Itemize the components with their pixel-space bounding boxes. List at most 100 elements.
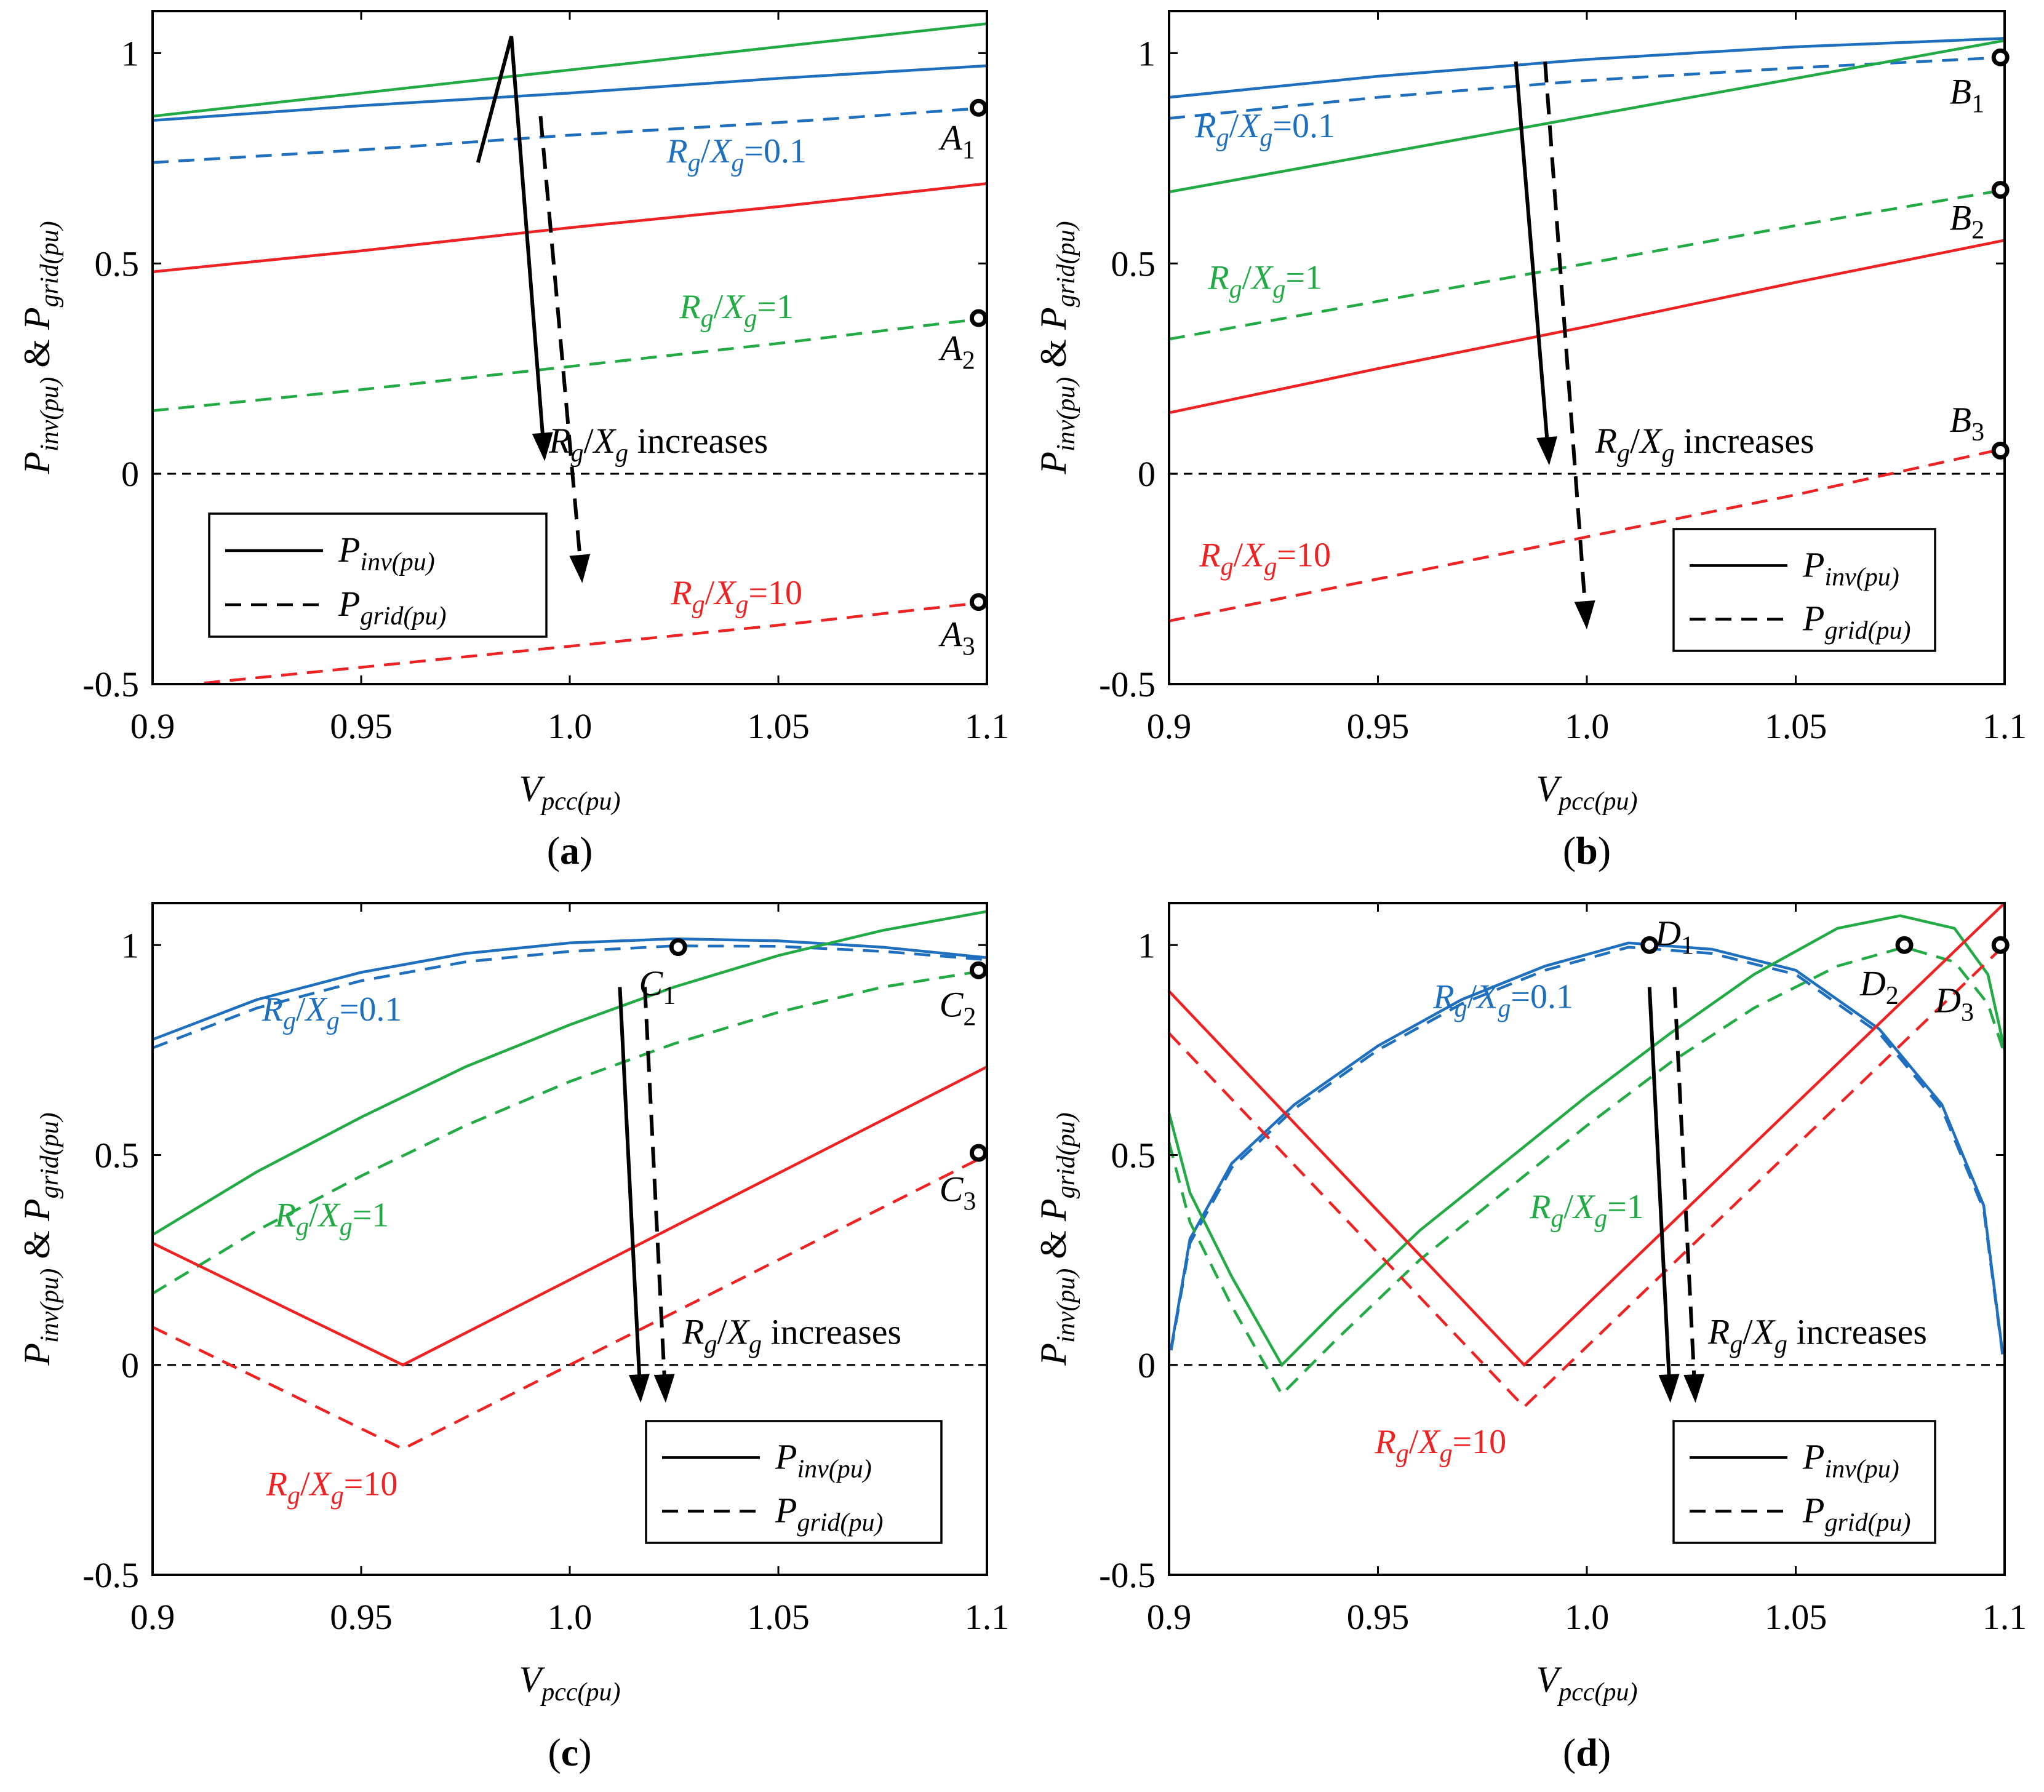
curve-label-red: Rg/Xg=10 — [1199, 536, 1331, 581]
x-label-v: V — [1536, 768, 1563, 809]
y-axis-label: Pinv(pu) & Pgrid(pu) — [1033, 221, 1080, 474]
y-axis-label: Pinv(pu) & Pgrid(pu) — [17, 221, 64, 474]
increase-annotation: Rg/Xg increases — [1707, 1312, 1927, 1359]
series-line-green-solid — [153, 22, 987, 118]
y-tick-label: 1 — [121, 33, 139, 73]
curve-label-r: R — [1375, 1423, 1396, 1461]
point-sub: 3 — [1961, 998, 1974, 1027]
curve-label-value: =10 — [748, 574, 802, 612]
legend-solid-label: Pinv(pu) — [1802, 1436, 1899, 1483]
x-tick-label: 0.95 — [330, 706, 393, 746]
legend-dashed-name: P — [1802, 1491, 1824, 1531]
arrow-shaft-dashed — [1672, 987, 1696, 1379]
arrow-shaft-solid — [1514, 61, 1549, 441]
legend-solid-sub: inv(pu) — [797, 1455, 871, 1483]
point-letter: C — [940, 984, 964, 1024]
x-tick-label: 0.9 — [1147, 1597, 1192, 1637]
x-label-sub: pcc(pu) — [1557, 787, 1637, 816]
series-line-red-solid — [153, 182, 987, 274]
legend-solid-sub: inv(pu) — [360, 548, 434, 576]
operating-point-marker — [1895, 936, 1914, 954]
y-tick-label: 0 — [1138, 1345, 1156, 1385]
y-label-p: P — [17, 452, 57, 475]
curve-label-x: X — [1572, 1188, 1596, 1226]
curve-label-x-sub: g — [744, 305, 757, 333]
point-sub: 3 — [1971, 418, 1984, 447]
caption-letter: c — [561, 1730, 578, 1774]
panel-caption: (b) — [1563, 829, 1611, 872]
arrow-shaft-solid — [618, 987, 642, 1379]
operating-point-marker — [1991, 181, 2010, 199]
curve-label-r-sub: g — [692, 591, 705, 619]
x-tick-label: 0.95 — [330, 1597, 393, 1637]
arrow-head-solid — [629, 1374, 650, 1403]
series-line-blue-solid — [1169, 37, 2005, 99]
point-sub: 2 — [963, 1003, 976, 1031]
legend-dashed-sub: grid(pu) — [1824, 1509, 1910, 1537]
y-tick-label: -0.5 — [82, 664, 139, 704]
curve-label-red: Rg/Xg=10 — [1375, 1423, 1507, 1468]
point-letter: A — [938, 118, 962, 158]
caption-close: ) — [578, 1730, 591, 1774]
x-tick-label: 1.05 — [747, 706, 810, 746]
panel-d: 0.9 0.95 1.0 1.05 1.1 -0.5 0 0.5 1 Pinv(pu) & Pgr… — [1033, 902, 2027, 1774]
legend-dashed-sub: grid(pu) — [797, 1509, 883, 1537]
plot-area — [153, 910, 987, 1451]
operating-point-marker — [969, 593, 988, 611]
curve-label-slash: / — [1234, 536, 1244, 575]
y-label-sub-inv: inv(pu) — [1052, 1268, 1080, 1343]
legend-solid-name: P — [775, 1436, 797, 1476]
curve-label-slash: / — [1467, 978, 1477, 1016]
increase-annotation: Rg/Xg increases — [682, 1312, 901, 1359]
arrow-head-solid — [1536, 436, 1557, 466]
annotation-x-sub: g — [1775, 1331, 1787, 1359]
y-axis-label: Pinv(pu) & Pgrid(pu) — [1033, 1112, 1080, 1366]
series-line-red-solid — [1169, 239, 2005, 415]
curve-label-x-sub: g — [331, 1481, 344, 1510]
y-label-amp: & — [1033, 1221, 1074, 1268]
point-sub: 2 — [1886, 982, 1899, 1010]
annotation-x-sub: g — [749, 1331, 762, 1359]
y-label-sub-inv: inv(pu) — [1052, 377, 1080, 452]
series-line-red-solid — [1169, 903, 2005, 1367]
arrow-head-dashed — [569, 554, 591, 583]
curve-label-x: X — [309, 1465, 333, 1503]
curve-label-green: Rg/Xg=1 — [274, 1197, 389, 1241]
legend-dashed-name: P — [775, 1491, 797, 1531]
curve-label-slash: / — [1229, 107, 1239, 145]
arrow-head-solid — [532, 432, 553, 461]
point-sub: 1 — [1971, 90, 1984, 118]
legend-dashed-sub: grid(pu) — [1824, 617, 1910, 645]
y-label-p2: P — [1033, 307, 1074, 330]
operating-point-marker — [1991, 936, 2010, 954]
curve-label-red: Rg/Xg=10 — [266, 1465, 398, 1510]
curve-label-x: X — [1250, 258, 1274, 297]
curve-label-value: =0.1 — [1272, 107, 1335, 145]
x-tick-label: 1.0 — [548, 706, 593, 746]
annotation-text: increases — [1787, 1312, 1927, 1352]
curve-label-r: R — [274, 1197, 296, 1235]
series-line-blue-dashed — [153, 106, 987, 164]
curve-label-x: X — [305, 990, 329, 1029]
x-tick-label: 0.95 — [1347, 706, 1410, 746]
curve-label-green: Rg/Xg=1 — [679, 288, 794, 333]
legend-solid-label: Pinv(pu) — [1802, 544, 1899, 591]
curve-label-x-sub: g — [1498, 995, 1511, 1023]
curve-label-x: X — [722, 288, 746, 326]
series-line-red-dashed — [1169, 944, 2005, 1409]
curve-label-x: X — [1417, 1423, 1441, 1461]
curve-label-blue: Rg/Xg=0.1 — [1194, 107, 1335, 152]
operating-point-marker — [969, 309, 988, 327]
curve-label-slash: / — [1242, 258, 1252, 297]
curve-label-x: X — [317, 1197, 341, 1235]
curve-label-x-sub: g — [1264, 553, 1277, 581]
curve-label-slash: / — [309, 1197, 319, 1235]
panel-b: 0.9 0.95 1.0 1.05 1.1 -0.5 0 0.5 1 Pinv(pu) & Pgr… — [1033, 10, 2027, 872]
legend-solid-name: P — [1802, 1436, 1824, 1476]
annotation-r-sub: g — [1617, 439, 1630, 468]
series-line-red-solid — [153, 1065, 987, 1367]
increase-arrows — [1647, 987, 1705, 1403]
annotation-x-sub: g — [1662, 439, 1675, 468]
annotation-r: R — [1707, 1312, 1730, 1352]
curve-label-value: =1 — [1607, 1188, 1644, 1226]
